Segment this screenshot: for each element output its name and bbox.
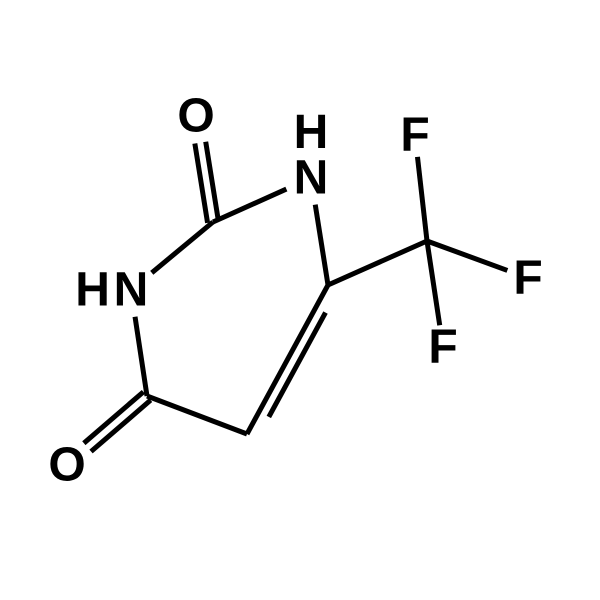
atom-N1: N (294, 152, 329, 205)
bond-C7-F3 (427, 241, 440, 325)
atom-F1: F (400, 109, 429, 162)
bond-C6-N1 (315, 205, 328, 285)
atom-O2: O (177, 90, 214, 143)
atom-N1-H: H (294, 106, 329, 159)
bond-C4-C5 (147, 396, 247, 434)
bond-C2-N1 (213, 189, 286, 222)
atom-N3-H: H (75, 264, 110, 317)
atom-N3: N (114, 264, 149, 317)
bond-C4-O4-2 (91, 400, 151, 451)
bond-C2-N3 (152, 222, 213, 273)
bond-C5-C6-outer (247, 285, 328, 434)
bond-C7-F2 (427, 241, 507, 270)
atom-O4: O (48, 439, 85, 492)
bond-N3-C4 (135, 317, 147, 396)
bond-C6-C7 (328, 241, 427, 285)
bond-C5-C6-inner (269, 313, 326, 417)
bond-C7-F1 (417, 157, 427, 241)
atom-F2: F (513, 252, 542, 305)
molecule-diagram: NHNHOOFFF (0, 0, 600, 600)
bond-C4-O4-1 (84, 392, 144, 443)
atom-F3: F (428, 321, 457, 374)
